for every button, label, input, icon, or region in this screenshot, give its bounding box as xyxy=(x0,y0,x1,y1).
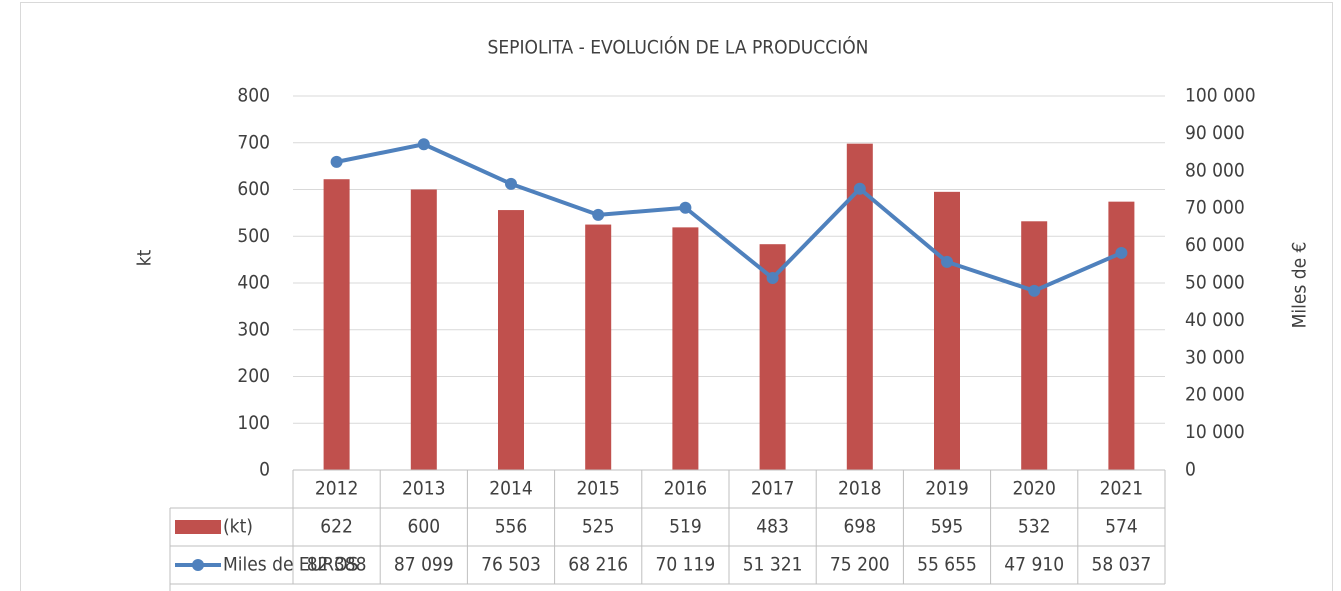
bar xyxy=(498,210,524,470)
y-tick-label: 800 xyxy=(237,85,270,107)
y-tick-label: 100 xyxy=(237,412,270,434)
bar xyxy=(1021,221,1048,470)
table-value: 525 xyxy=(582,516,615,538)
y-tick-label: 300 xyxy=(237,318,270,340)
table-value: 47 910 xyxy=(1004,554,1064,576)
bar xyxy=(585,224,612,470)
line-marker xyxy=(853,182,866,195)
y2-tick-label: 50 000 xyxy=(1185,272,1245,294)
table-value: 68 216 xyxy=(568,554,628,576)
y-tick-label: 200 xyxy=(237,365,270,387)
y2-tick-label: 10 000 xyxy=(1185,421,1245,443)
y-tick-label: 0 xyxy=(259,459,270,481)
y2-tick-label: 80 000 xyxy=(1185,159,1245,181)
y2-tick-label: 30 000 xyxy=(1185,346,1245,368)
chart-title: SEPIOLITA - EVOLUCIÓN DE LA PRODUCCIÓN xyxy=(488,35,869,59)
table-value: 70 119 xyxy=(656,554,716,576)
legend-label: (kt) xyxy=(223,516,253,538)
bar xyxy=(672,227,699,470)
y2-tick-label: 60 000 xyxy=(1185,234,1245,256)
table-value: 58 037 xyxy=(1092,554,1152,576)
legend-label: Miles de EUROS xyxy=(223,554,358,576)
x-tick-label: 2020 xyxy=(1012,478,1056,500)
table-value: 75 200 xyxy=(830,554,890,576)
line-marker xyxy=(505,177,517,190)
line-marker xyxy=(679,201,692,214)
line-marker xyxy=(1028,284,1041,297)
table-value: 76 503 xyxy=(481,554,541,576)
x-tick-label: 2014 xyxy=(489,478,533,500)
x-tick-label: 2015 xyxy=(576,478,620,500)
table-value: 556 xyxy=(495,516,528,538)
table-value: 622 xyxy=(320,516,353,538)
y-axis-label: kt xyxy=(134,249,156,266)
x-tick-label: 2012 xyxy=(315,478,359,500)
table-value: 698 xyxy=(843,516,876,538)
x-tick-label: 2016 xyxy=(664,478,708,500)
table-value: 55 655 xyxy=(917,554,977,576)
table-value: 532 xyxy=(1018,516,1051,538)
y2-tick-label: 40 000 xyxy=(1185,309,1245,331)
table-value: 51 321 xyxy=(743,554,803,576)
table-value: 574 xyxy=(1105,516,1138,538)
y-tick-label: 700 xyxy=(237,131,270,153)
bar xyxy=(934,191,960,470)
line-marker xyxy=(766,272,779,285)
x-tick-label: 2021 xyxy=(1100,478,1144,500)
y-tick-label: 400 xyxy=(237,272,270,294)
legend-key xyxy=(192,559,204,571)
y-tick-label: 600 xyxy=(237,178,270,200)
x-tick-label: 2013 xyxy=(402,478,446,500)
y2-tick-label: 20 000 xyxy=(1185,384,1245,406)
table-value: 82 388 xyxy=(307,554,367,576)
y2-tick-label: 70 000 xyxy=(1185,197,1245,219)
y2-axis-label: Miles de € xyxy=(1289,242,1311,329)
line-marker xyxy=(592,208,605,221)
chart-frame xyxy=(20,2,1333,591)
table-value: 519 xyxy=(669,516,702,538)
line-marker xyxy=(941,255,953,268)
bar xyxy=(323,179,350,470)
y2-tick-label: 0 xyxy=(1185,459,1196,481)
x-tick-label: 2019 xyxy=(925,478,969,500)
legend-key xyxy=(175,520,221,534)
x-tick-label: 2017 xyxy=(751,478,795,500)
bar xyxy=(1108,201,1135,470)
table-value: 600 xyxy=(407,516,440,538)
line-marker xyxy=(1115,246,1128,259)
table-value: 595 xyxy=(931,516,964,538)
line xyxy=(336,142,1123,293)
y2-tick-label: 90 000 xyxy=(1185,122,1245,144)
x-tick-label: 2018 xyxy=(838,478,882,500)
y-tick-label: 500 xyxy=(237,225,270,247)
bar xyxy=(410,189,437,470)
table-value: 483 xyxy=(756,516,789,538)
y2-tick-label: 100 000 xyxy=(1185,85,1256,107)
line-marker xyxy=(417,138,430,151)
table-value: 87 099 xyxy=(394,554,454,576)
line-marker xyxy=(330,155,343,168)
